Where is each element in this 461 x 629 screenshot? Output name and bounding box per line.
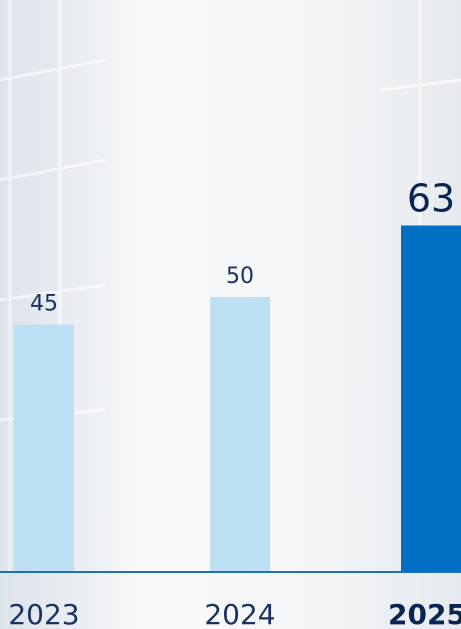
- value-label: 50: [226, 264, 254, 289]
- value-label: 63: [407, 177, 455, 221]
- bar: [14, 324, 74, 572]
- plot-area: 45 2023 50 2024 63 2025: [8, 177, 461, 629]
- value-label: 45: [30, 292, 58, 317]
- bar: [401, 225, 461, 572]
- x-tick-label: 2023: [8, 598, 79, 629]
- x-tick-label: 2025: [388, 598, 461, 629]
- x-tick-label: 2024: [204, 598, 275, 629]
- bar: [210, 297, 270, 572]
